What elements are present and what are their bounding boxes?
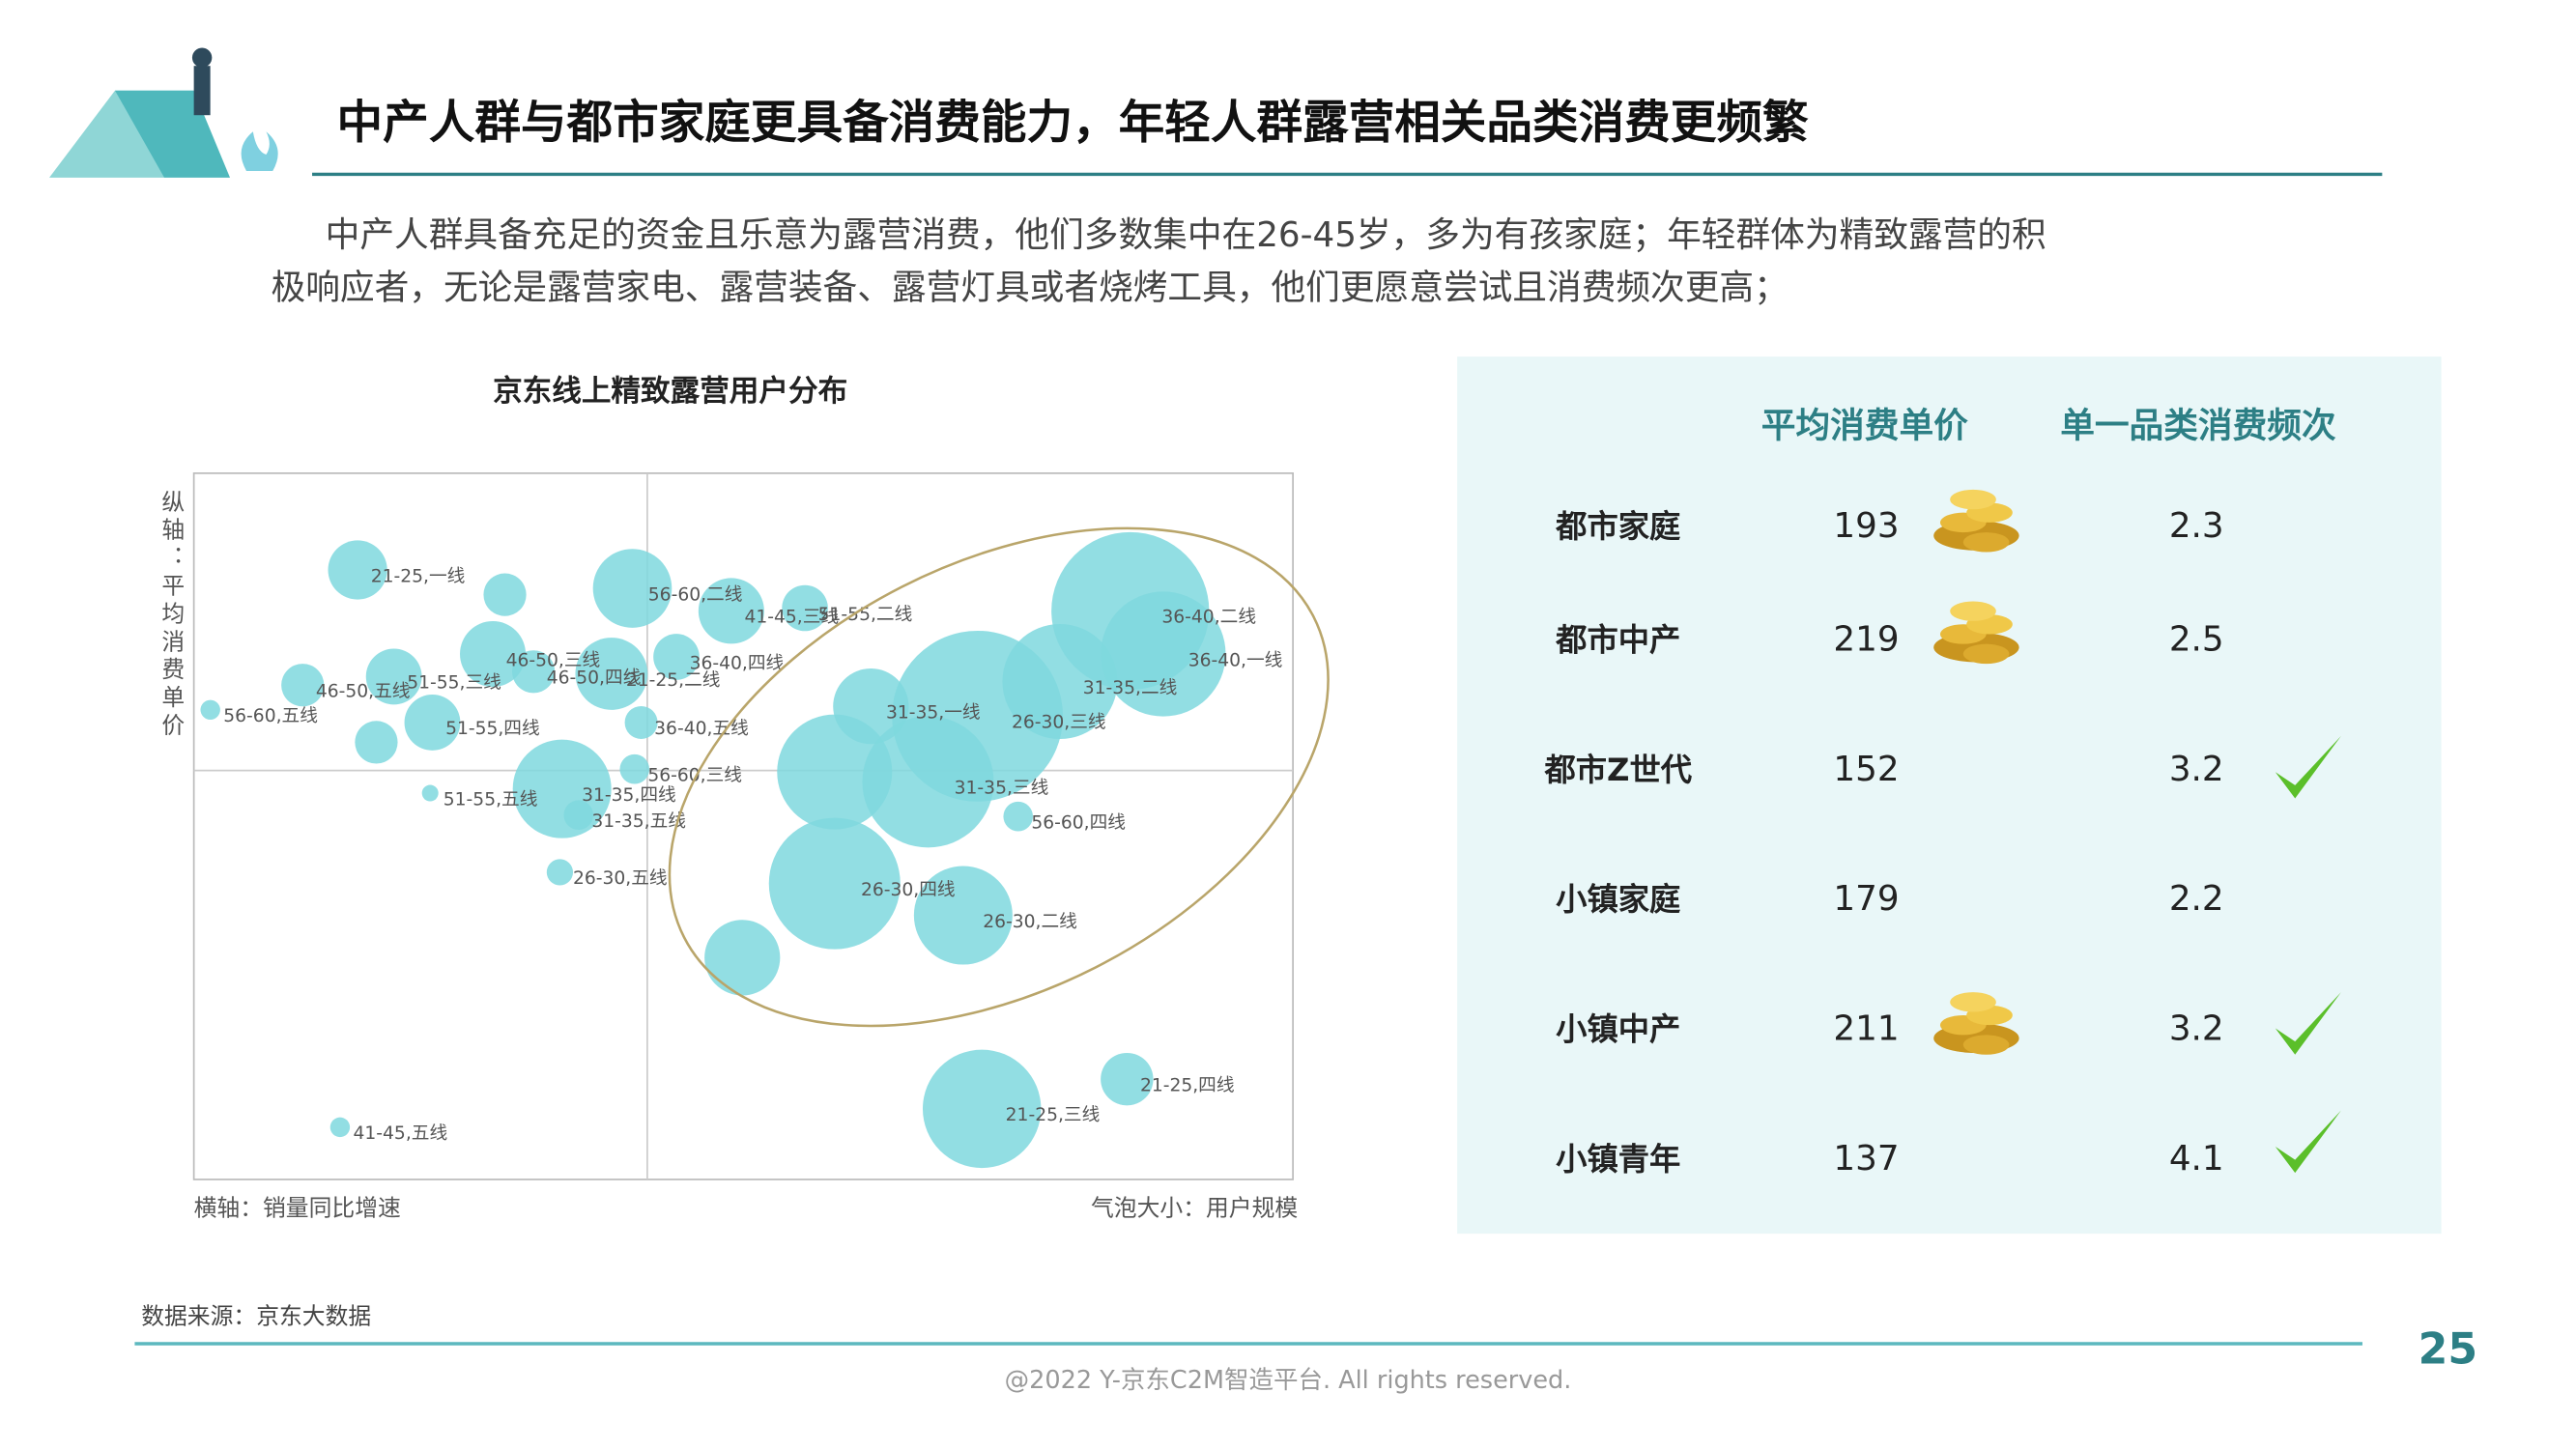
- intro: 中产人群具备充足的资金且乐意为露营消费，他们多数集中在26-45岁，多为有孩家庭…: [326, 215, 2046, 255]
- row-label: 小镇青年: [1556, 1141, 1680, 1178]
- bubble: [913, 866, 1013, 965]
- bubble: [922, 1049, 1042, 1169]
- bubble-label: 36-40,一线: [1188, 650, 1283, 670]
- chart-title: 京东线上精致露营用户分布: [493, 374, 847, 409]
- bubble-label: 51-55,三线: [407, 673, 501, 694]
- table-value: 4.1: [2169, 1139, 2224, 1179]
- bubble: [563, 800, 594, 831]
- bubble-label: 31-35,二线: [1083, 678, 1178, 698]
- bubble: [862, 716, 994, 848]
- bubble: [619, 753, 650, 784]
- table-value: 152: [1833, 750, 1899, 789]
- bubble: [460, 621, 527, 688]
- bubble-label: 51-55,四线: [445, 719, 540, 739]
- row-label: 都市Z世代: [1543, 752, 1692, 788]
- table-value: 193: [1833, 506, 1899, 546]
- bubble-label: 56-60,四线: [1031, 812, 1126, 833]
- bubble: [365, 648, 422, 705]
- bubble-label: 46-50,三线: [506, 650, 601, 670]
- column-header: 平均消费单价: [1761, 406, 1968, 445]
- bubble-label: 46-50,五线: [316, 681, 411, 701]
- plot-frame: [192, 472, 1294, 1180]
- bubble: [200, 699, 220, 720]
- bubble: [575, 638, 648, 710]
- row-label: 都市家庭: [1555, 508, 1681, 545]
- bubble-label: 26-30,二线: [983, 912, 1077, 932]
- bubble: [355, 721, 398, 764]
- bubble: [281, 664, 325, 707]
- table-panel: [1457, 356, 2442, 1235]
- table-value: 3.2: [2169, 1009, 2224, 1048]
- bubble-label: 26-30,三线: [1012, 713, 1106, 733]
- bubble: [782, 584, 828, 632]
- bubble-label: 51-55,二线: [818, 605, 913, 625]
- bubble: [777, 714, 893, 830]
- bubble: [1101, 1052, 1154, 1106]
- bubble: [329, 1117, 351, 1138]
- table-value: 179: [1833, 879, 1899, 919]
- bubble-label: 36-40,四线: [690, 653, 785, 673]
- bubble-label: 56-60,二线: [648, 584, 743, 605]
- bubble-label: 56-60,五线: [223, 706, 318, 726]
- bubble: [1003, 801, 1034, 832]
- table-value: 2.3: [2169, 506, 2224, 546]
- bubble: [421, 784, 439, 802]
- table-value: 211: [1833, 1009, 1899, 1048]
- bubble-label: 56-60,三线: [647, 765, 742, 785]
- bubble: [653, 634, 700, 680]
- bubble-label: 21-25,三线: [1006, 1105, 1101, 1125]
- bubble: [704, 920, 781, 996]
- bubble: [483, 573, 527, 616]
- page-number: 25: [2419, 1324, 2478, 1374]
- bubble: [512, 650, 556, 694]
- footer: @2022 Y-京东C2M智造平台. All rights reserved.: [1005, 1366, 1572, 1395]
- x-axis-label: 横轴：销量同比增速: [194, 1194, 401, 1221]
- row-label: 小镇家庭: [1556, 881, 1681, 918]
- header-art: [49, 47, 278, 178]
- bubble-label: 21-25,四线: [1140, 1075, 1235, 1095]
- bubble-label: 26-30,五线: [573, 868, 668, 889]
- y-axis-label: 纵轴：平均消费单价: [157, 490, 185, 741]
- bubble-label: 36-40,二线: [1161, 608, 1256, 628]
- intro: 极响应者，无论是露营家电、露营装备、露营灯具或者烧烤工具，他们更愿意尝试且消费频…: [272, 269, 1789, 308]
- table-value: 2.2: [2169, 879, 2224, 919]
- table-value: 219: [1833, 619, 1899, 659]
- table-value: 2.5: [2169, 619, 2224, 659]
- bubble-label: 21-25,一线: [371, 566, 466, 586]
- bubble-label: 41-45,三线: [744, 608, 839, 628]
- bubble-label: 36-40,五线: [654, 719, 749, 739]
- bubble: [404, 695, 461, 751]
- bubble-label: 31-35,三线: [955, 779, 1049, 799]
- bubble: [592, 549, 673, 628]
- bubble-label: 41-45,五线: [354, 1123, 448, 1144]
- size-label: 气泡大小：用户规模: [1091, 1194, 1298, 1221]
- bubble-label: 31-35,一线: [886, 702, 981, 723]
- bubble-label: 21-25,二线: [626, 670, 721, 691]
- bubble: [546, 859, 574, 886]
- bubble: [698, 578, 764, 644]
- bubble-label: 46-50,四线: [547, 668, 642, 689]
- table-value: 137: [1833, 1139, 1899, 1179]
- bubble-label: 31-35,五线: [591, 811, 686, 832]
- row-label: 小镇中产: [1556, 1010, 1680, 1047]
- bubble-label: 31-35,四线: [582, 785, 676, 806]
- row-label: 都市中产: [1555, 621, 1680, 658]
- table-value: 3.2: [2169, 750, 2224, 789]
- bubble-label: 26-30,四线: [861, 880, 956, 900]
- title: 中产人群与都市家庭更具备消费能力，年轻人群露营相关品类消费更频繁: [337, 97, 1809, 150]
- bubble-label: 51-55,五线: [444, 789, 538, 810]
- bubble: [624, 705, 658, 739]
- source: 数据来源：京东大数据: [141, 1303, 371, 1330]
- bubble: [768, 817, 901, 950]
- bubble: [328, 540, 387, 600]
- highlight-ellipse: [668, 526, 1330, 1028]
- bubble: [1101, 591, 1226, 717]
- column-header: 单一品类消费频次: [2060, 406, 2336, 445]
